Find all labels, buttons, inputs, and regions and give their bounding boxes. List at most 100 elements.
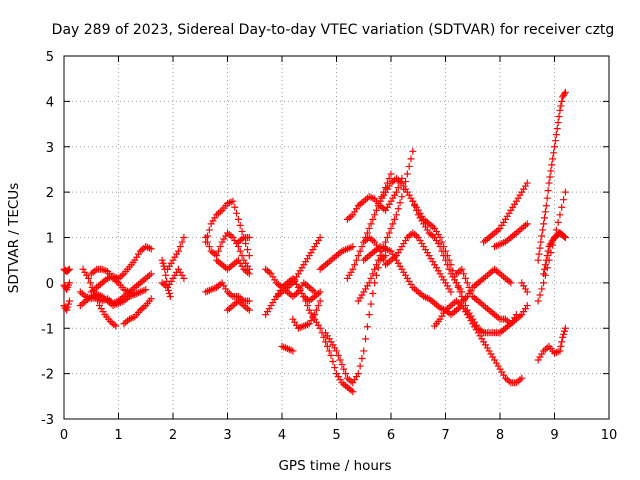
data-point-marker [245, 252, 253, 260]
series-trace-25 [316, 243, 357, 273]
series-trace-16 [213, 256, 253, 278]
data-point-marker [360, 347, 368, 355]
data-point-marker [550, 149, 558, 157]
data-point-marker [363, 229, 371, 237]
series-trace-36 [458, 265, 515, 305]
data-point-marker [555, 113, 563, 120]
data-point-marker [541, 261, 549, 269]
chart-title: Day 289 of 2023, Sidereal Day-to-day VTE… [52, 22, 615, 38]
data-point-marker [227, 198, 235, 206]
data-point-marker [233, 209, 241, 217]
series-trace-43 [534, 324, 569, 364]
series-trace-9 [120, 295, 155, 328]
data-point-marker [445, 256, 453, 264]
data-marks [60, 88, 569, 396]
x-tick-label: 6 [387, 428, 395, 443]
data-point-marker [391, 215, 399, 223]
data-point-marker [554, 218, 562, 226]
data-point-marker [242, 240, 250, 248]
data-point-marker [325, 347, 333, 355]
data-point-marker [534, 256, 542, 264]
data-point-marker [159, 259, 167, 267]
data-point-marker [245, 306, 253, 314]
data-point-marker [541, 265, 549, 273]
data-point-marker [354, 252, 362, 260]
data-point-marker [178, 238, 186, 246]
data-point-marker [162, 271, 170, 279]
data-point-marker [561, 324, 569, 332]
data-point-marker [356, 362, 364, 370]
data-point-marker [85, 274, 93, 282]
data-point-marker [545, 179, 553, 187]
data-point-marker [316, 324, 324, 332]
x-axis-ticks: 0 1 2 3 4 5 6 7 8 9 10 [60, 56, 617, 443]
data-point-marker [561, 234, 569, 241]
data-point-marker [537, 238, 545, 246]
data-point-marker [538, 232, 546, 240]
x-tick-label: 10 [601, 428, 618, 443]
data-point-marker [394, 205, 402, 213]
data-point-marker [349, 265, 357, 273]
data-point-marker [333, 347, 340, 355]
data-point-marker [560, 90, 568, 98]
y-axis-label: SDTVAR / TECUs [6, 183, 22, 293]
x-tick-label: 9 [550, 428, 558, 443]
x-tick-label: 1 [114, 428, 122, 443]
series-trace-1 [60, 265, 73, 276]
data-point-marker [331, 364, 339, 372]
data-point-marker [557, 102, 565, 110]
data-point-marker [560, 327, 568, 335]
data-point-marker [523, 220, 531, 228]
data-point-marker [94, 297, 102, 305]
series-trace-3 [60, 279, 73, 294]
data-point-marker [523, 288, 531, 296]
data-point-marker [142, 286, 150, 294]
data-point-marker [558, 203, 566, 211]
data-point-marker [367, 274, 375, 282]
data-point-marker [354, 370, 362, 378]
data-point-marker [180, 234, 188, 241]
data-point-marker [447, 288, 455, 296]
data-point-marker [236, 247, 244, 255]
series-trace-39 [518, 279, 531, 296]
series-trace-18 [234, 234, 253, 246]
data-point-marker [371, 211, 379, 219]
data-point-marker [245, 234, 253, 241]
data-point-marker [534, 297, 542, 305]
data-point-marker [236, 221, 244, 229]
data-point-marker [289, 347, 297, 355]
data-point-marker [456, 288, 464, 296]
data-point-marker [367, 220, 375, 228]
data-point-marker [336, 356, 344, 364]
data-point-marker [204, 232, 212, 240]
data-point-marker [445, 265, 453, 273]
data-point-marker [160, 262, 168, 270]
data-point-marker [145, 244, 153, 252]
x-tick-label: 8 [496, 428, 504, 443]
data-point-marker [396, 199, 404, 207]
data-point-marker [536, 244, 544, 252]
data-point-marker [556, 211, 564, 219]
x-tick-label: 3 [223, 428, 231, 443]
data-point-marker [161, 265, 169, 273]
data-point-marker [65, 266, 73, 274]
series-trace-10 [164, 234, 188, 273]
data-point-marker [549, 155, 557, 163]
series-trace-21 [273, 234, 324, 300]
y-tick-label: 4 [46, 95, 54, 110]
data-point-marker [541, 271, 549, 279]
data-point-marker [342, 370, 350, 378]
data-point-marker [176, 243, 184, 251]
data-point-marker [387, 170, 395, 178]
series-trace-40 [534, 88, 569, 264]
data-point-marker [163, 277, 171, 285]
data-point-marker [131, 290, 139, 298]
data-point-marker [229, 197, 237, 205]
grid-lines [64, 56, 609, 419]
series-trace-11 [158, 265, 188, 291]
y-tick-label: -3 [41, 413, 54, 428]
series-trace-17 [224, 297, 253, 314]
data-point-marker [551, 137, 559, 145]
data-point-marker [542, 202, 550, 210]
data-point-marker [523, 179, 531, 187]
